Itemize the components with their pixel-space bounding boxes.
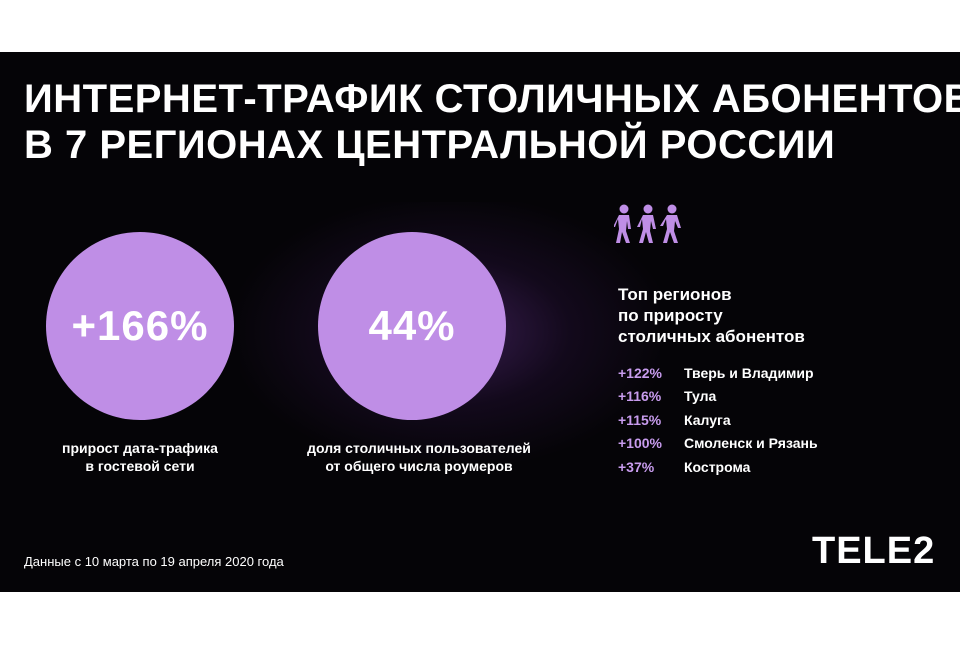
title-line-2: В 7 РЕГИОНАХ ЦЕНТРАЛЬНОЙ РОССИИ	[24, 123, 836, 167]
page-title: ИНТЕРНЕТ-ТРАФИК СТОЛИЧНЫХ АБОНЕНТОВ В 7 …	[24, 76, 960, 168]
stat-value-traffic-growth: +166%	[71, 302, 209, 349]
list-item: +115% Калуга	[618, 408, 918, 432]
data-period-footnote: Данные с 10 марта по 19 апреля 2020 года	[24, 554, 284, 569]
region-percent: +37%	[618, 458, 655, 475]
list-item: +116% Тула	[618, 385, 918, 409]
region-name: Калуга	[684, 411, 731, 428]
regions-heading-line: столичных абонентов	[618, 327, 805, 346]
list-item: +100% Смоленск и Рязань	[618, 432, 918, 456]
region-percent: +115%	[618, 411, 662, 428]
region-name: Смоленск и Рязань	[684, 435, 818, 452]
region-name: Тверь и Владимир	[684, 364, 814, 381]
stat-value-user-share: 44%	[368, 302, 456, 349]
regions-heading: Топ регионов по приросту столичных абоне…	[618, 284, 918, 347]
region-name: Кострома	[684, 458, 751, 475]
tele2-logo: TELE2	[812, 530, 936, 572]
stat-caption-line: в гостевой сети	[85, 458, 195, 474]
regions-heading-line: Топ регионов	[618, 285, 732, 304]
people-walking-icon	[614, 204, 681, 243]
infographic-slide: ИНТЕРНЕТ-ТРАФИК СТОЛИЧНЫХ АБОНЕНТОВ В 7 …	[0, 52, 960, 592]
title-line-1: ИНТЕРНЕТ-ТРАФИК СТОЛИЧНЫХ АБОНЕНТОВ	[24, 77, 960, 121]
region-percent: +122%	[618, 364, 662, 381]
list-item: +122% Тверь и Владимир	[618, 361, 918, 385]
region-name: Тула	[684, 388, 717, 405]
stat-circle-user-share: 44%	[318, 232, 506, 420]
regions-list: +122% Тверь и Владимир +116% Тула +115% …	[618, 361, 918, 479]
list-item: +37% Кострома	[618, 455, 918, 479]
regions-heading-line: по приросту	[618, 306, 723, 325]
region-percent: +116%	[618, 388, 662, 405]
stat-caption-user-share: доля столичных пользователей от общего ч…	[274, 439, 564, 475]
stat-caption-traffic-growth: прирост дата-трафика в гостевой сети	[20, 439, 260, 475]
stat-caption-line: прирост дата-трафика	[62, 440, 218, 456]
stat-caption-line: от общего числа роумеров	[325, 458, 513, 474]
region-percent: +100%	[618, 435, 662, 452]
stat-caption-line: доля столичных пользователей	[307, 440, 531, 456]
stat-circle-traffic-growth: +166%	[46, 232, 234, 420]
